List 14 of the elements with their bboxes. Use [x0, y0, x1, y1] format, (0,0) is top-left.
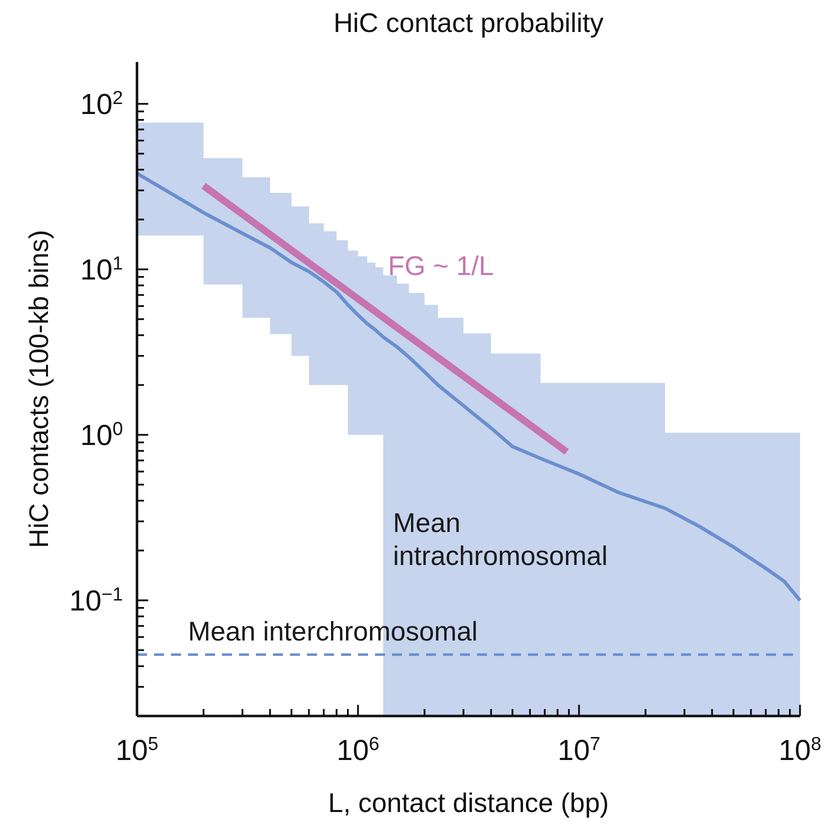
- y-tick-label: 10$^{2}$: [80, 86, 123, 121]
- x-tick-label: 10$^{8}$: [778, 732, 822, 767]
- y-tick-label: 10$^{−1}$: [69, 582, 123, 618]
- x-tick-label: 10$^{6}$: [336, 732, 380, 767]
- chart-title: HiC contact probability: [333, 8, 604, 38]
- y-tick-label: 10$^{0}$: [80, 417, 123, 452]
- x-axis-title: L, contact distance (bp): [328, 788, 609, 818]
- ref-line-label: Mean interchromosomal: [188, 616, 478, 647]
- x-tick-label: 10$^{7}$: [558, 732, 600, 767]
- series-label: FG ~ 1/L: [388, 251, 494, 281]
- y-axis-title: HiC contacts (100-kb bins): [24, 230, 54, 548]
- y-tick-label: 10$^{1}$: [80, 252, 123, 286]
- series-label: Mean intrachromosomal: [393, 508, 608, 571]
- x-tick-label: 10$^{5}$: [116, 732, 158, 767]
